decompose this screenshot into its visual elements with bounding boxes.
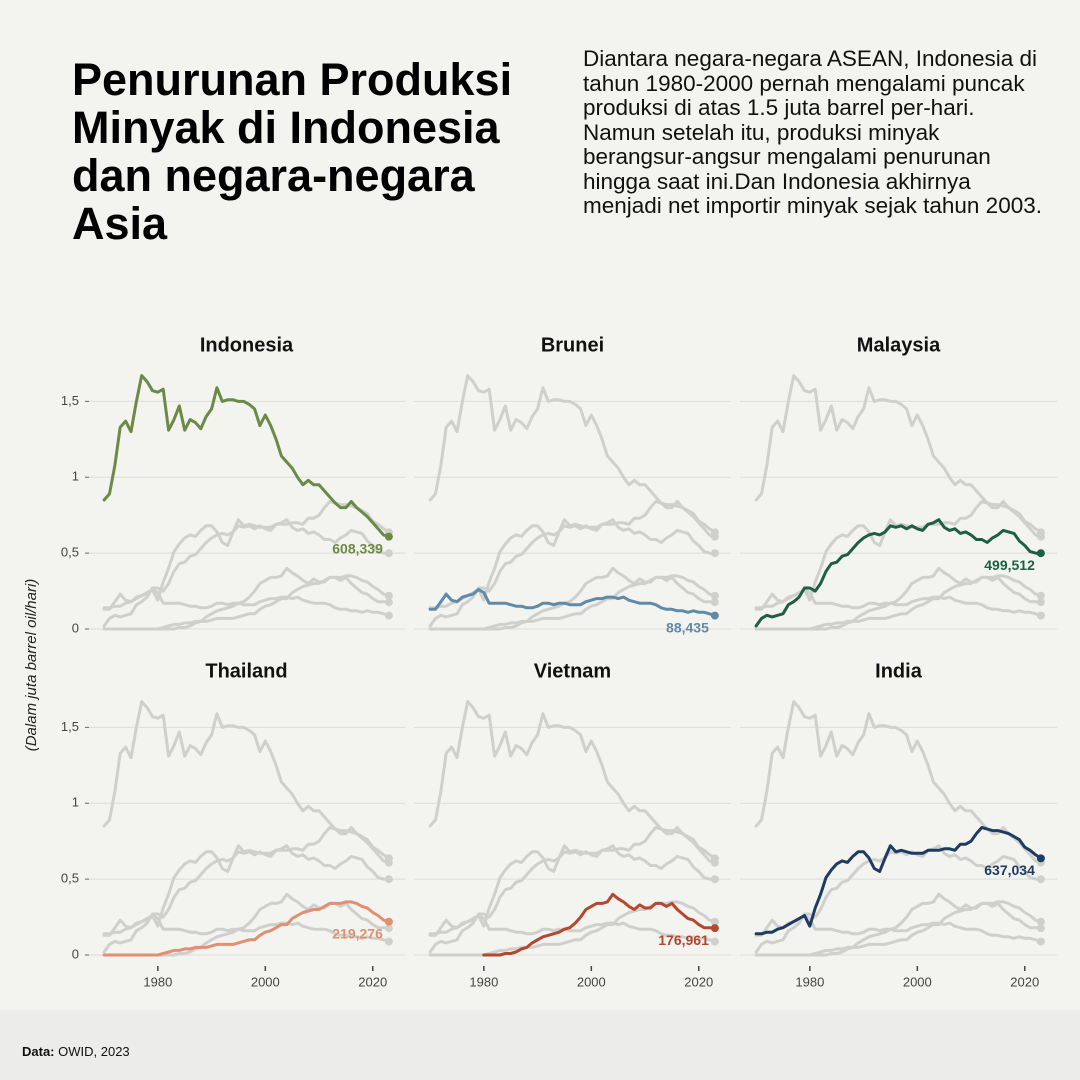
highlight-line [754, 826, 1043, 936]
highlight-line-end [384, 917, 393, 926]
background-line [754, 374, 1043, 539]
y-tick-label: 1,5 [61, 393, 79, 408]
x-tick-label: 1980 [143, 974, 172, 989]
background-line-end [1036, 611, 1045, 620]
highlight-line [428, 588, 717, 618]
background-line [102, 500, 391, 610]
chart-subtitle: Diantara negara-negara ASEAN, Indonesia … [583, 46, 1042, 218]
background-line [102, 826, 391, 936]
panel-title: Brunei [541, 334, 604, 356]
highlight-line-end [710, 924, 719, 933]
background-line-end [384, 875, 393, 884]
background-line-end [1036, 598, 1045, 607]
value-label: 219,276 [332, 925, 383, 941]
background-line [754, 700, 1043, 865]
y-tick-label: 0,5 [61, 871, 79, 886]
background-line [808, 566, 1043, 631]
y-tick-label: 0 [72, 946, 79, 961]
highlight-line-end [1036, 549, 1045, 558]
background-line-end [710, 937, 719, 946]
y-tick-label: 0 [72, 620, 79, 635]
background-line-end [1036, 924, 1045, 933]
background-line-end [1036, 917, 1045, 926]
x-tick-label: 2020 [684, 974, 713, 989]
background-line-end [710, 917, 719, 926]
panel-title: Malaysia [857, 334, 941, 356]
footer: Data: OWID, 2023 [0, 1010, 1080, 1080]
background-line-end [384, 937, 393, 946]
source-label: Data: [22, 1044, 55, 1059]
value-label: 637,034 [984, 862, 1035, 878]
background-line-end [384, 924, 393, 933]
panel-title: Vietnam [534, 660, 611, 682]
background-line [428, 500, 717, 610]
x-tick-label: 2000 [903, 974, 932, 989]
chart-title: Penurunan Produksi Minyak di Indonesia d… [72, 54, 513, 249]
y-tick-label: 1 [72, 469, 79, 484]
highlight-line [102, 374, 391, 539]
value-label: 608,339 [332, 540, 383, 556]
highlight-line-end [710, 611, 719, 620]
source-text: OWID, 2023 [58, 1044, 130, 1059]
background-line-end [710, 591, 719, 600]
x-tick-label: 2000 [251, 974, 280, 989]
background-line-end [1036, 875, 1045, 884]
x-tick-label: 2020 [358, 974, 387, 989]
background-line [428, 900, 717, 957]
background-line-end [710, 549, 719, 558]
source: Data: OWID, 2023 [22, 1044, 130, 1059]
value-label: 176,961 [658, 932, 709, 948]
background-line-end [710, 875, 719, 884]
highlight-line-end [1036, 854, 1045, 863]
background-line [808, 892, 1043, 957]
background-line-end [710, 598, 719, 607]
x-tick-label: 2020 [1010, 974, 1039, 989]
background-line-end [1036, 591, 1045, 600]
background-line-end [384, 591, 393, 600]
y-axis-label: (Dalam juta barrel oil/hari) [23, 579, 40, 752]
background-line [156, 566, 391, 631]
panel-title: India [875, 660, 923, 682]
background-line [428, 700, 717, 865]
x-tick-label: 1980 [469, 974, 498, 989]
background-line-end [384, 598, 393, 607]
background-line-end [384, 854, 393, 863]
background-line [428, 374, 717, 539]
background-line [754, 574, 1043, 631]
highlight-line [482, 892, 717, 957]
background-line [428, 826, 717, 936]
background-line-end [1036, 528, 1045, 537]
value-label: 88,435 [666, 619, 709, 635]
panel-title: Indonesia [200, 334, 294, 356]
background-line [754, 500, 1043, 610]
background-line [102, 700, 391, 865]
background-line [754, 900, 1043, 957]
x-tick-label: 2000 [577, 974, 606, 989]
background-line-end [384, 549, 393, 558]
x-tick-label: 1980 [795, 974, 824, 989]
y-tick-label: 1,5 [61, 719, 79, 734]
highlight-line-end [384, 532, 393, 541]
highlight-line [754, 518, 1043, 628]
y-tick-label: 0,5 [61, 545, 79, 560]
background-line-end [710, 528, 719, 537]
background-line-end [384, 611, 393, 620]
chart: (Dalam juta barrel oil/hari) Indonesia 0 0… [23, 334, 1057, 989]
panel-title: Thailand [205, 660, 287, 682]
background-line [428, 574, 717, 631]
background-line [102, 574, 391, 631]
highlight-line [102, 900, 391, 957]
background-line [482, 566, 717, 631]
background-line-end [1036, 937, 1045, 946]
value-label: 499,512 [984, 557, 1035, 573]
background-line-end [710, 854, 719, 863]
y-tick-label: 1 [72, 795, 79, 810]
